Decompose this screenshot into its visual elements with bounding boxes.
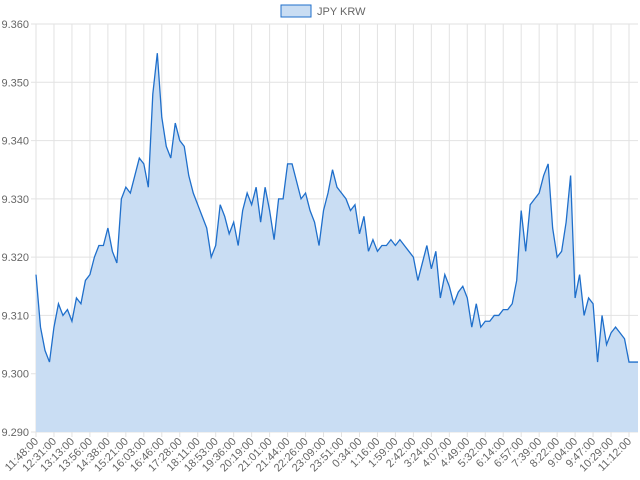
y-tick-label: 9.300 xyxy=(1,369,29,381)
y-tick-label: 9.310 xyxy=(1,310,29,322)
legend-item: JPY KRW xyxy=(280,4,366,18)
y-tick-label: 9.360 xyxy=(1,19,29,31)
y-tick-label: 9.290 xyxy=(1,427,29,439)
line xyxy=(35,53,638,363)
legend-label: JPY KRW xyxy=(317,6,366,18)
y-tick-label: 9.330 xyxy=(1,194,29,206)
y-tick-label: 9.340 xyxy=(1,136,29,148)
y-tick-label: 9.350 xyxy=(1,77,29,89)
area-fill xyxy=(36,53,638,432)
legend-swatch xyxy=(280,4,312,18)
y-tick-label: 9.320 xyxy=(1,252,29,264)
